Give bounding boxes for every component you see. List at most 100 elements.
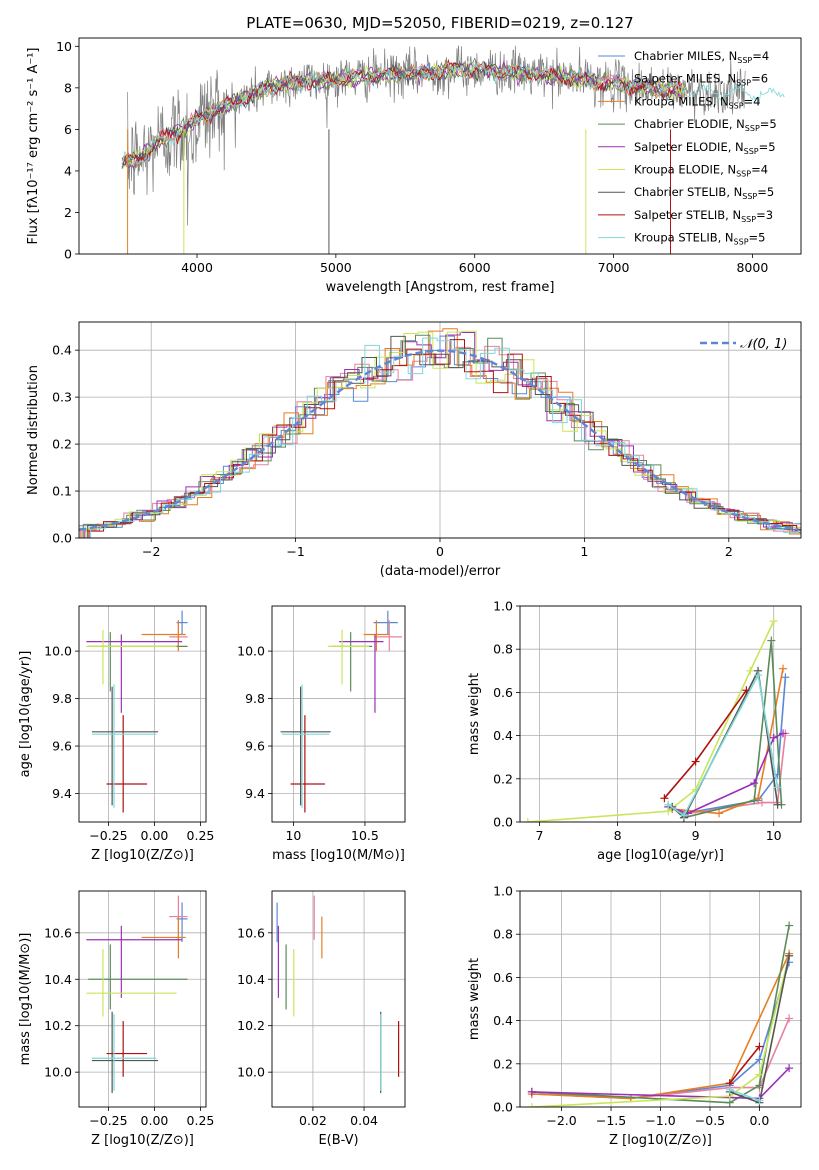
histogram-salpeter-miles xyxy=(79,345,801,538)
y-tick-label: 8 xyxy=(64,80,72,95)
weight-marker xyxy=(664,800,673,809)
axes-frame xyxy=(519,890,802,1108)
x-tick-label: 0.00 xyxy=(141,828,169,843)
x-tick-label: 0.25 xyxy=(187,1113,215,1128)
age-vs-mass-panel: 10 10.5 9.4 9.6 9.8 10.0 mass [log10(M/M⊙)] xyxy=(237,605,406,863)
model-spectrum-chabrier-miles xyxy=(121,61,677,168)
x-tick-label: 7000 xyxy=(598,260,630,275)
weight-marker xyxy=(750,796,759,805)
y-tick-label: 10.2 xyxy=(237,1018,265,1033)
weight-line xyxy=(667,672,779,817)
weight-marker xyxy=(757,798,766,807)
model-spectrum-kroupa-miles xyxy=(121,61,688,168)
weight-marker xyxy=(773,783,782,792)
axes-frame xyxy=(271,890,406,1108)
histogram-salpeter-elodie xyxy=(84,332,801,538)
legend-entry: Kroupa STELIB, NSSP=5 xyxy=(634,231,765,247)
x-tick-label: 1 xyxy=(580,544,588,559)
x-tick-label: 9 xyxy=(692,828,700,843)
y-tick-label: 9.4 xyxy=(52,786,72,801)
weight-line xyxy=(663,689,748,799)
weight-marker xyxy=(781,673,790,682)
y-tick-label: 9.8 xyxy=(52,691,72,706)
figure-title: PLATE=0630, MJD=52050, FIBERID=0219, z=0… xyxy=(246,14,633,32)
mass-vs-ebv-panel: 0.02 0.04 10.0 10.2 10.4 10.6 E(B-V) xyxy=(237,890,406,1148)
y-axis-label: mass weight xyxy=(467,673,482,755)
x-tick-label: 0.04 xyxy=(350,1113,378,1128)
axes-frame xyxy=(78,37,802,255)
weight-marker xyxy=(785,921,794,930)
y-tick-label: 1.0 xyxy=(493,599,513,614)
weight-marker xyxy=(773,800,782,809)
y-tick-label: 10.0 xyxy=(237,1065,265,1080)
x-tick-label: 6000 xyxy=(459,260,491,275)
y-tick-label: 10.4 xyxy=(44,972,72,987)
mass-vs-metallicity-panel: −0.25 0.00 0.25 10.0 10.2 10.4 10.6 Z [log10(Z/… xyxy=(18,890,215,1148)
weight-marker xyxy=(754,671,763,680)
weight-marker xyxy=(715,809,724,818)
weight-marker xyxy=(679,811,688,820)
x-axis-label: E(B-V) xyxy=(318,1133,358,1148)
x-tick-label: 10 xyxy=(285,828,301,843)
y-tick-label: 4 xyxy=(64,163,72,178)
plot-area xyxy=(276,895,400,1094)
spectrum-legend: Chabrier MILES, NSSP=4 Salpeter MILES, NS… xyxy=(598,49,777,247)
axes-frame xyxy=(78,605,207,823)
weight-marker xyxy=(779,664,788,673)
axes-frame xyxy=(78,321,802,539)
x-tick-label: 0 xyxy=(436,544,444,559)
x-tick-label: −0.5 xyxy=(695,1113,725,1128)
x-tick-label: −1 xyxy=(286,544,304,559)
model-spectrum-kroupa-stelib xyxy=(121,60,785,165)
y-tick-label: 10.0 xyxy=(44,1065,72,1080)
y-axis-label: Flux [fλ10⁻¹⁷ erg cm⁻² s⁻¹ A⁻¹] xyxy=(26,48,41,245)
y-tick-label: 0.2 xyxy=(52,437,72,452)
x-tick-label: 2 xyxy=(725,544,733,559)
x-tick-label: −0.25 xyxy=(89,828,127,843)
y-tick-label: 0.2 xyxy=(493,1056,513,1071)
histogram-chabrier-stelib xyxy=(87,335,801,538)
plot-area xyxy=(527,921,794,1107)
weight-marker xyxy=(750,779,759,788)
weight-marker xyxy=(779,729,788,738)
x-axis-label: (data-model)/error xyxy=(380,564,501,579)
x-axis-label: age [log10(age/yr)] xyxy=(597,848,724,863)
y-axis-label: Normed distribution xyxy=(26,365,41,495)
legend-entry: 𝒩(0, 1) xyxy=(740,337,787,352)
plot-area xyxy=(280,610,403,813)
weight-marker xyxy=(767,636,776,645)
y-tick-label: 10.2 xyxy=(44,1018,72,1033)
weight-marker xyxy=(785,1014,794,1023)
weight-line xyxy=(531,955,790,1107)
weight-marker xyxy=(527,1103,536,1107)
x-tick-label: 7 xyxy=(536,828,544,843)
y-tick-label: 0.3 xyxy=(52,390,72,405)
x-tick-label: −1.5 xyxy=(596,1113,626,1128)
x-tick-label: 5000 xyxy=(320,260,352,275)
y-tick-label: 0.4 xyxy=(493,728,513,743)
weight-marker xyxy=(746,666,755,675)
y-tick-label: 10 xyxy=(56,39,72,54)
age-vs-metallicity-panel: −0.25 0.00 0.25 9.4 9.6 9.8 10.0 Z [log10(Z/Z⊙)… xyxy=(18,605,214,863)
x-axis-label: wavelength [Angstrom, rest frame] xyxy=(326,280,555,295)
x-tick-label: 10 xyxy=(766,828,782,843)
weight-vs-metallicity-panel: −2.0 −1.5 −1.0 −0.5 0.0 0.0 0.2 0.4 0.6 0.8 1.0 Z [… xyxy=(467,884,802,1148)
legend-entry: Chabrier MILES, NSSP=4 xyxy=(634,49,769,65)
weight-marker xyxy=(755,1070,764,1079)
weight-marker xyxy=(523,818,532,822)
y-tick-label: 0.4 xyxy=(52,343,72,358)
plot-area xyxy=(121,45,785,254)
legend-entry: Salpeter STELIB, NSSP=3 xyxy=(634,208,773,224)
y-tick-label: 9.6 xyxy=(52,739,72,754)
weight-line xyxy=(729,1088,760,1102)
weight-marker xyxy=(785,1064,794,1073)
legend-entry: Salpeter ELODIE, NSSP=5 xyxy=(634,140,776,156)
y-tick-label: 9.4 xyxy=(245,786,265,801)
y-tick-label: 2 xyxy=(64,205,72,220)
weight-marker xyxy=(742,686,751,695)
x-tick-label: 0.00 xyxy=(141,1113,169,1128)
weight-line xyxy=(531,953,790,1100)
plot-area xyxy=(79,328,801,538)
y-axis-label: mass [log10(M/M⊙)] xyxy=(18,933,33,1066)
